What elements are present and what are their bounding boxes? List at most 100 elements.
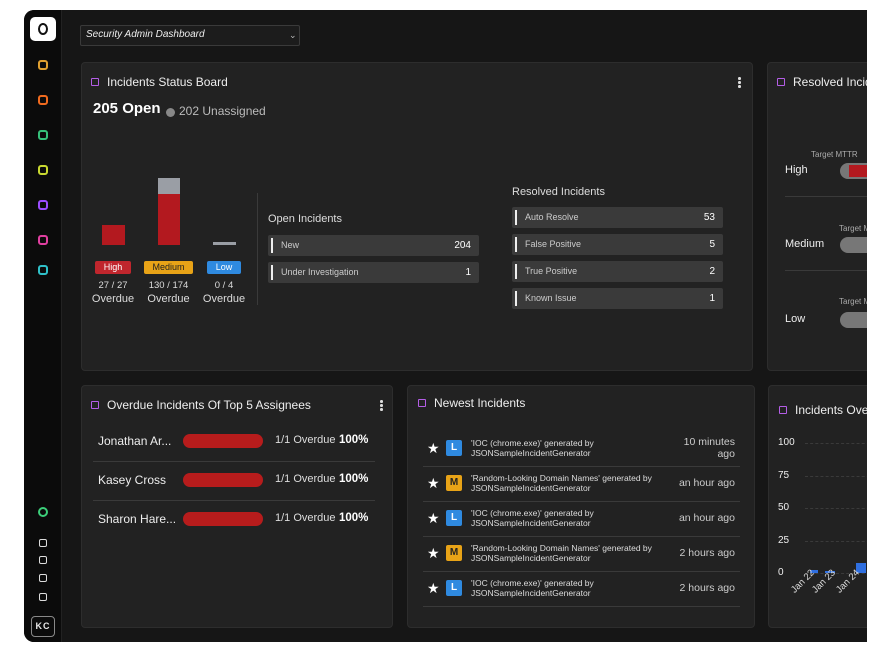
incident-source: JSONSampleIncidentGenerator xyxy=(471,587,591,598)
row-bg xyxy=(512,207,723,228)
section-title: Open Incidents xyxy=(268,213,342,226)
incident-time: an hour ago xyxy=(678,511,735,524)
overdue-text: 1/1 Overdue xyxy=(275,473,336,486)
dashboard-name: Security Admin Dashboard xyxy=(86,29,205,40)
overdue-text: 1/1 Overdue xyxy=(275,434,336,447)
nav-icon xyxy=(39,593,47,601)
row-value: 53 xyxy=(703,211,715,223)
severity-badge: High xyxy=(95,261,131,274)
row-bg xyxy=(268,262,479,283)
incident-name: 'Random-Looking Domain Names' generated … xyxy=(471,472,652,483)
row-value: 204 xyxy=(454,239,471,251)
incident-source: JSONSampleIncidentGenerator xyxy=(471,447,591,458)
nav-icon xyxy=(38,95,48,105)
incident-name: 'IOC (chrome.exe)' generated by xyxy=(471,437,594,448)
card-icon xyxy=(777,78,785,86)
grid-line xyxy=(805,443,867,444)
row-label: Auto Resolve xyxy=(525,212,579,223)
card-icon xyxy=(418,399,426,407)
card-title: Overdue Incidents Of Top 5 Assignees xyxy=(107,397,311,412)
row-marker xyxy=(515,210,517,225)
trend-bar xyxy=(810,570,818,573)
severity-status: Overdue xyxy=(91,293,135,306)
divider xyxy=(785,270,867,271)
card-icon xyxy=(91,401,99,409)
row-label: Known Issue xyxy=(525,293,577,304)
grid-line xyxy=(805,476,867,477)
row-label: True Positive xyxy=(525,266,578,277)
grid-line xyxy=(805,573,867,574)
severity-count: 0 / 4 xyxy=(214,280,234,292)
severity-count: 130 / 174 xyxy=(148,280,189,292)
card-icon xyxy=(91,78,99,86)
nav-icon xyxy=(38,235,48,245)
row-bg xyxy=(512,288,723,309)
star: ★ xyxy=(427,474,440,491)
row-marker xyxy=(271,238,273,253)
unassigned: 202 Unassigned xyxy=(179,103,266,118)
sidebar xyxy=(24,10,62,642)
mttr-track xyxy=(840,237,867,253)
assignee-name: Jonathan Ar... xyxy=(98,433,172,448)
menu-dot xyxy=(380,408,383,411)
overdue-percent: 100% xyxy=(339,473,369,486)
incident-name: 'IOC (chrome.exe)' generated by xyxy=(471,577,594,588)
menu-dot xyxy=(738,81,741,84)
row-bg xyxy=(512,261,723,282)
card-title: Incidents Over Time xyxy=(795,402,867,417)
nav-icon xyxy=(38,200,48,210)
divider xyxy=(257,193,258,305)
severity-label: High xyxy=(785,164,808,177)
incident-time: 2 hours ago xyxy=(679,546,735,559)
menu-dot xyxy=(738,77,741,80)
divider xyxy=(423,606,740,607)
target-label: Target MTTR xyxy=(839,297,867,307)
y-tick-label: 100 xyxy=(778,437,795,448)
divider xyxy=(423,536,740,537)
y-tick-label: 75 xyxy=(778,470,790,481)
row-marker xyxy=(515,237,517,252)
overdue-bar xyxy=(183,512,263,526)
bar-medium-overdue xyxy=(158,194,180,245)
severity-badge: L xyxy=(446,580,462,596)
severity-badge: M xyxy=(446,475,462,491)
bar-low xyxy=(213,242,236,245)
incident-source: JSONSampleIncidentGenerator xyxy=(471,482,591,493)
card-title: Newest Incidents xyxy=(434,395,526,410)
severity-count: 27 / 27 xyxy=(98,280,128,292)
assignee-name: Kasey Cross xyxy=(98,472,167,487)
row-marker xyxy=(271,265,273,280)
row-value: 2 xyxy=(709,265,715,277)
star: ★ xyxy=(427,579,440,596)
menu-dot xyxy=(738,85,741,88)
card xyxy=(407,385,755,628)
card xyxy=(81,385,393,628)
nav-icon xyxy=(39,574,47,582)
card-title: Incidents Status Board xyxy=(107,74,228,89)
trend-bar xyxy=(825,571,835,573)
mttr-track xyxy=(840,312,867,328)
nav-icon xyxy=(38,265,48,275)
incident-source: JSONSampleIncidentGenerator xyxy=(471,517,591,528)
y-tick-label: 0 xyxy=(778,567,784,578)
bar-medium-total xyxy=(158,178,180,194)
overdue-text: 1/1 Overdue xyxy=(275,512,336,525)
grid-line xyxy=(805,508,867,509)
mttr-fill xyxy=(849,165,867,177)
severity-label: Low xyxy=(785,313,806,326)
app: KC Security Admin Dashboard ⌄ Incidents Sta… xyxy=(24,10,867,642)
target-label: Target MTTR xyxy=(811,150,858,160)
avatar: KC xyxy=(31,616,55,637)
target-label: Target MTTR xyxy=(839,224,867,234)
row-marker xyxy=(515,291,517,306)
card-icon xyxy=(779,406,787,414)
severity-label: Medium xyxy=(785,238,825,251)
incident-time: an hour ago xyxy=(678,476,735,489)
incident-name: 'Random-Looking Domain Names' generated … xyxy=(471,542,652,553)
severity-badge: Low xyxy=(207,261,241,274)
user-icon xyxy=(166,108,175,117)
nav-icon xyxy=(38,130,48,140)
overdue-bar xyxy=(183,473,263,487)
logo-mark xyxy=(38,23,48,35)
